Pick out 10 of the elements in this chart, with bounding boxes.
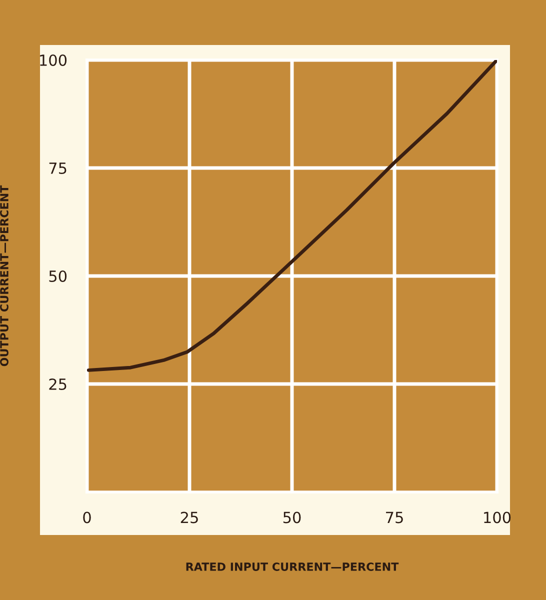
x-tick-label: 75 — [386, 512, 403, 524]
y-tick-label: 25 — [49, 378, 66, 390]
y-tick-label: 100 — [40, 54, 67, 66]
y-tick-label: 75 — [49, 162, 66, 174]
y-axis-title: OUTPUT CURRENT—PERCENT — [0, 185, 8, 366]
y-tick-label: 50 — [49, 270, 67, 282]
x-tick-label: 0 — [83, 512, 91, 524]
x-tick-label: 50 — [283, 512, 301, 524]
x-axis-title: RATED INPUT CURRENT—PERCENT — [186, 562, 399, 571]
x-tick-label: 25 — [180, 512, 198, 524]
